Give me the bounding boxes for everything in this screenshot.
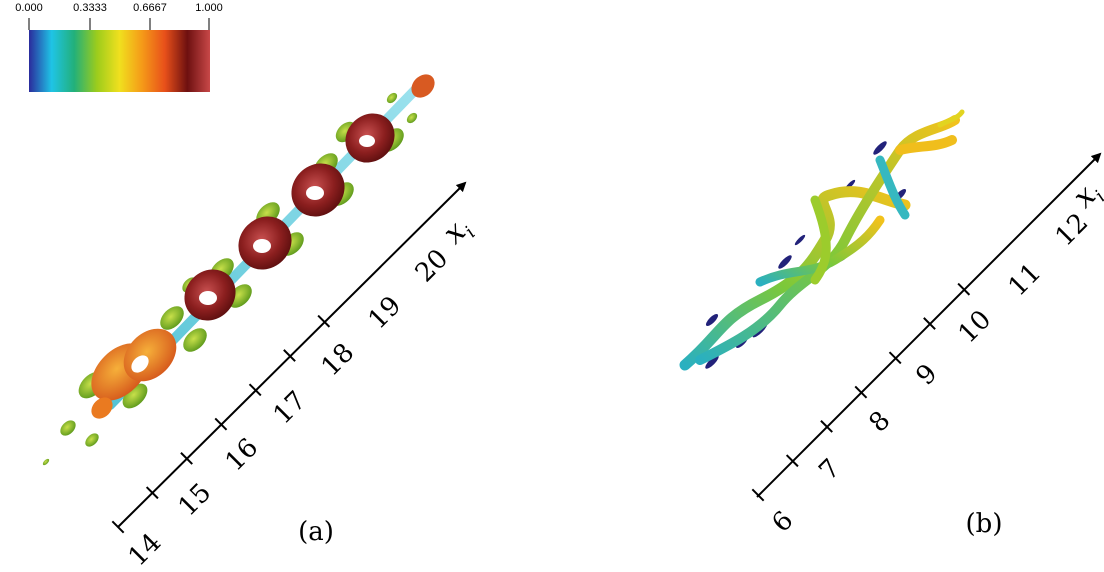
panel-b-tick — [854, 385, 868, 399]
panel-b-tick — [923, 317, 936, 330]
panel-b-tick — [751, 488, 765, 502]
colorbar-label-two-thirds: 0.6667 — [133, 2, 167, 14]
panel-a-tick — [180, 452, 193, 465]
panel-b-caption: (b) — [965, 509, 1003, 539]
panel-a-tick — [248, 383, 262, 397]
colorbar-label-third: 0.3333 — [73, 2, 107, 14]
panel-b-helical-tubes — [679, 109, 965, 371]
panel-a-tick — [317, 314, 331, 328]
colorbar-gradient — [29, 30, 210, 92]
panel-a-axis-line — [117, 181, 467, 528]
panel-b-tick — [957, 282, 971, 296]
panel-a-tick — [111, 520, 125, 534]
panel-b-tick — [785, 454, 799, 468]
colorbar-label-max: 1.000 — [195, 2, 223, 14]
panel-b-tick — [820, 420, 833, 433]
colorbar-label-min: 0.000 — [15, 2, 43, 14]
axis-tick-marks — [111, 282, 971, 534]
panel-a-tick — [145, 486, 159, 500]
panel-a-vortex-rings — [91, 74, 435, 419]
panel-a-caption: (a) — [298, 517, 334, 547]
panel-a-tick — [283, 349, 296, 362]
panel-b-axis-line — [756, 152, 1102, 498]
panel-b-tick — [888, 351, 902, 365]
panel-a-tick — [214, 417, 228, 431]
